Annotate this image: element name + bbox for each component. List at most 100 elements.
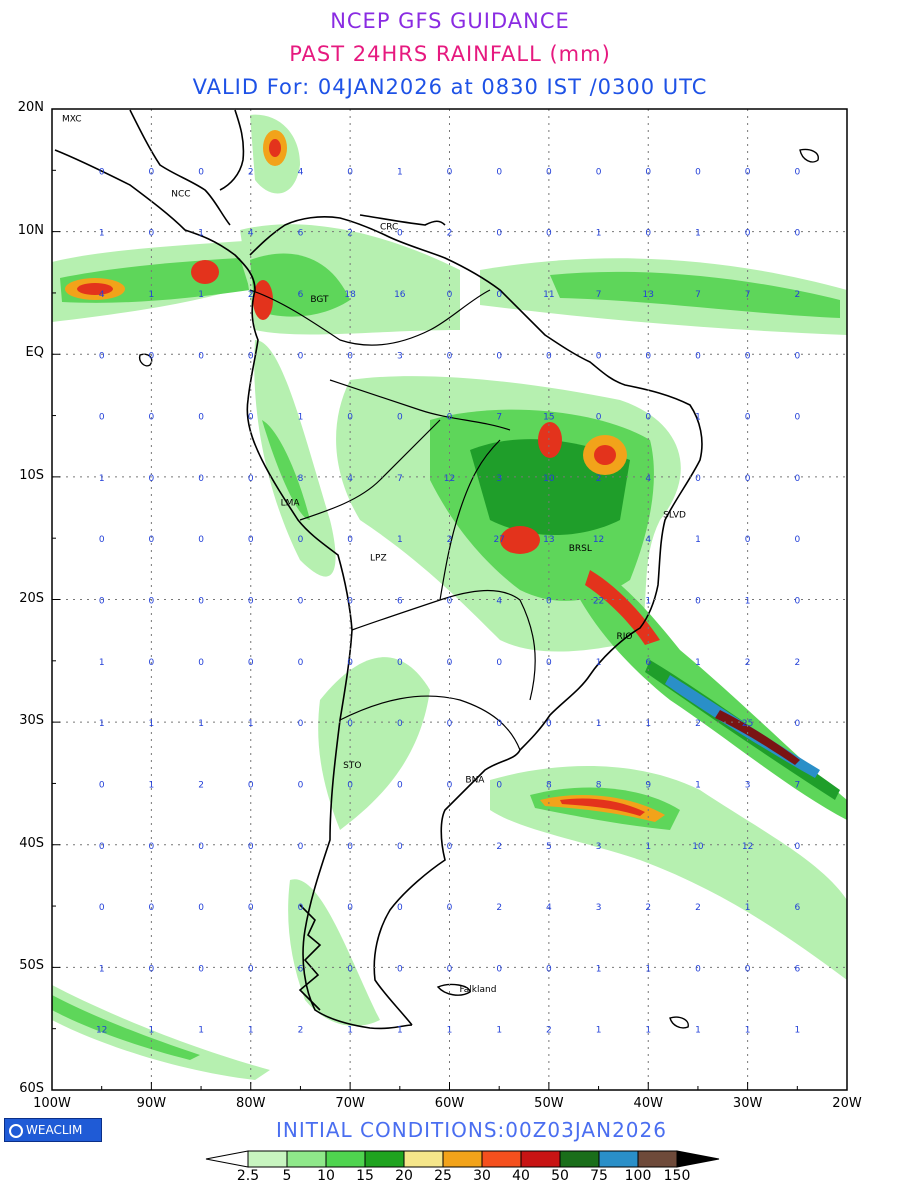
grid-value: 0 (99, 167, 105, 177)
legend-label: 5 (282, 1168, 292, 1184)
grid-value: 0 (198, 351, 204, 361)
grid-value: 0 (298, 658, 304, 668)
longitude-label: 60W (434, 1096, 465, 1111)
grid-value: 7 (397, 474, 403, 484)
grid-value: 0 (248, 535, 254, 545)
grid-value: 1 (596, 964, 602, 974)
legend-swatch (364, 1150, 405, 1168)
grid-value: 0 (794, 229, 800, 239)
grid-value: 0 (496, 167, 502, 177)
grid-value: 1 (149, 1026, 155, 1036)
city-label: Falkland (459, 985, 496, 995)
city-labels: MXC NCC CRC BGT LMA LPZ BRSL SLVD RIO STO BNA Falkl… (62, 115, 686, 996)
grid-value: 0 (298, 903, 304, 913)
latitude-label: 40S (19, 835, 44, 851)
legend-label: 150 (663, 1168, 691, 1184)
grid-value: 1 (198, 290, 204, 300)
grid-value: 0 (447, 658, 453, 668)
legend-label: 100 (624, 1168, 652, 1184)
city-label: CRC (380, 222, 398, 232)
grid-value: 11 (543, 290, 554, 300)
grid-value: 0 (447, 167, 453, 177)
grid-value: 2 (447, 535, 453, 545)
weaclim-logo: WEACLIM (4, 1118, 102, 1142)
city-label: SLVD (663, 511, 686, 521)
grid-value: 0 (546, 964, 552, 974)
grid-value: 2 (695, 719, 701, 729)
grid-value: 2 (248, 290, 254, 300)
grid-value: 0 (546, 351, 552, 361)
grid-value: 2 (794, 290, 800, 300)
city-label: BNA (465, 776, 485, 786)
grid-value: 0 (347, 413, 353, 423)
color-legend (205, 1150, 720, 1168)
grid-value: 12 (593, 535, 604, 545)
grid-value: 0 (496, 719, 502, 729)
grid-value: 0 (149, 229, 155, 239)
grid-value: 1 (99, 719, 105, 729)
grid-value: 1 (596, 229, 602, 239)
longitude-label: 80W (236, 1096, 266, 1111)
grid-value: 13 (543, 535, 554, 545)
grid-value: 1 (596, 1026, 602, 1036)
grid-value: 1 (695, 780, 701, 790)
longitude-label: 100W (33, 1096, 71, 1111)
grid-value: 0 (149, 903, 155, 913)
grid-value: 2 (745, 658, 751, 668)
grid-value: 0 (149, 167, 155, 177)
coastlines (54, 109, 703, 1030)
legend-label: 30 (473, 1168, 491, 1184)
grid-value: 2 (496, 842, 502, 852)
grid-value: 12 (96, 1026, 107, 1036)
legend-label: 25 (434, 1168, 452, 1184)
grid-value: 4 (645, 535, 651, 545)
grid-value: 0 (496, 229, 502, 239)
grid-value: 1 (99, 658, 105, 668)
grid-value: 0 (298, 597, 304, 607)
grid-value: 16 (394, 290, 406, 300)
grid-value: 0 (397, 903, 403, 913)
grid-value: 0 (745, 535, 751, 545)
grid-value: 0 (496, 290, 502, 300)
legend-swatch (520, 1150, 561, 1168)
grid-value: 0 (347, 964, 353, 974)
grid-value: 0 (298, 535, 304, 545)
grid-value: 4 (298, 167, 304, 177)
grid-value: 1 (99, 229, 105, 239)
grid-value: 1 (149, 719, 155, 729)
grid-value: 0 (248, 903, 254, 913)
grid-value: 6 (645, 658, 651, 668)
grid-value: 1 (745, 597, 751, 607)
grid-value: 0 (794, 719, 800, 729)
grid-value: 1 (198, 229, 204, 239)
legend-label: 50 (551, 1168, 569, 1184)
grid-value: 0 (745, 413, 751, 423)
grid-value: 10 (692, 842, 704, 852)
grid-value: 0 (695, 474, 701, 484)
legend-swatch (559, 1150, 600, 1168)
grid-value: 0 (248, 413, 254, 423)
city-label: LPZ (370, 554, 387, 564)
grid-value: 0 (149, 351, 155, 361)
grid-value: 0 (248, 474, 254, 484)
grid-value: 1 (695, 1026, 701, 1036)
grid-value: 3 (496, 474, 502, 484)
longitude-label: 70W (335, 1096, 365, 1111)
latitude-label: 20N (17, 100, 44, 115)
grid-value: 1 (149, 780, 155, 790)
grid-value: 25 (742, 719, 753, 729)
grid-value: 0 (695, 597, 701, 607)
grid-value: 0 (794, 535, 800, 545)
chart-subtitle: PAST 24HRS RAINFALL (mm) (289, 42, 611, 66)
grid-value: 0 (198, 474, 204, 484)
grid-value: 0 (496, 351, 502, 361)
grid-value: 0 (745, 167, 751, 177)
grid-value: 1 (496, 1026, 502, 1036)
grid-value: 0 (645, 413, 651, 423)
city-label: STO (343, 761, 361, 771)
grid-value: 1 (695, 658, 701, 668)
grid-value: 1 (645, 964, 651, 974)
grid-value: 4 (248, 229, 254, 239)
grid-value: 3 (596, 842, 602, 852)
grid-value: 0 (397, 964, 403, 974)
